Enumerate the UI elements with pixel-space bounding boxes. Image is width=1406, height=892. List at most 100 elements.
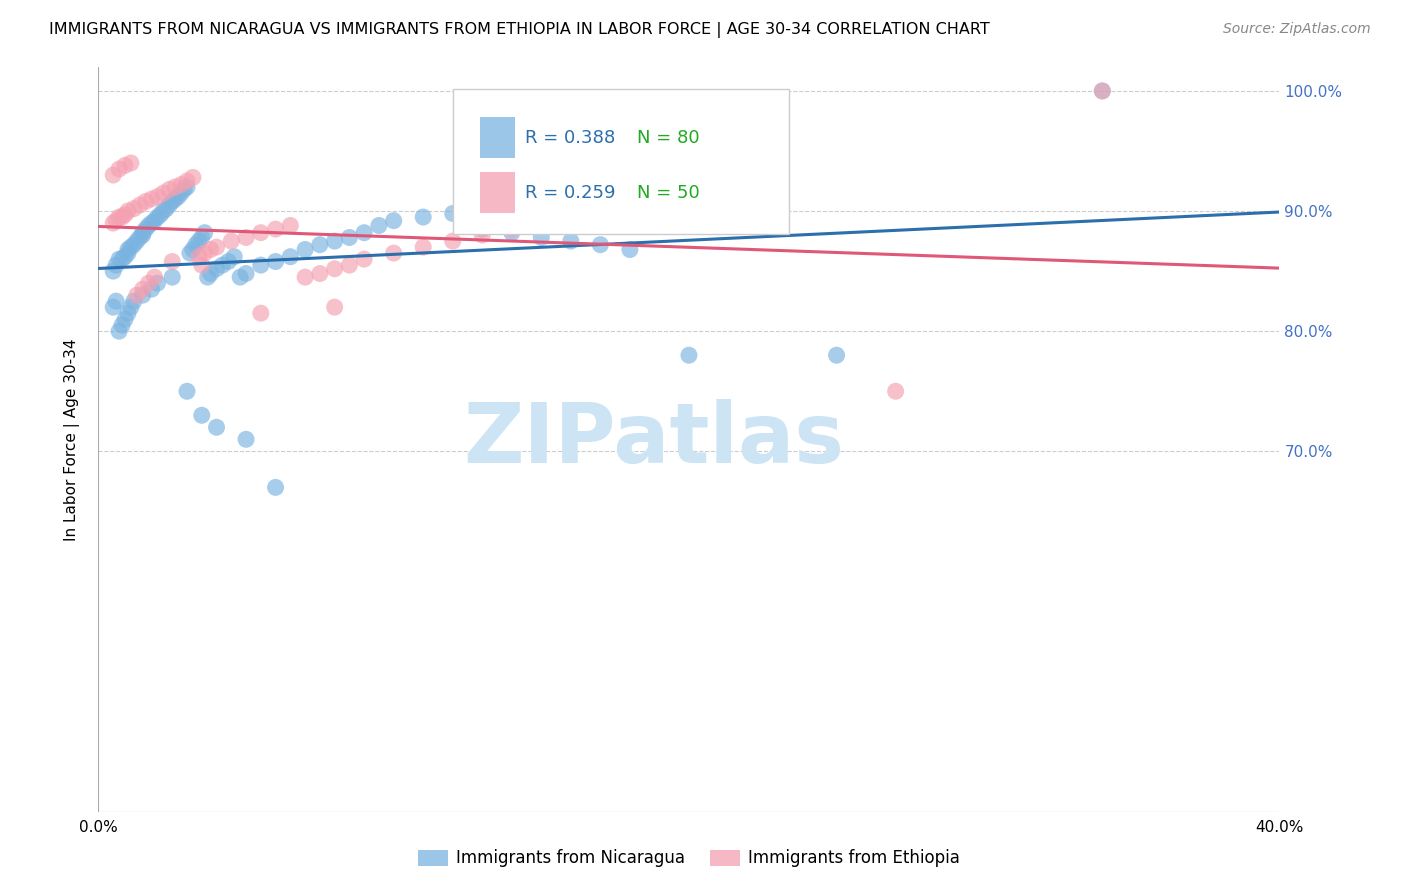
Point (114, 158, 136, 172)
Point (294, 270, 316, 285)
Point (141, 192, 163, 206)
Point (678, 348, 700, 362)
Point (471, 222, 494, 236)
Point (323, 234, 346, 248)
Point (103, 216, 125, 230)
Point (165, 192, 187, 206)
Point (501, 226, 523, 240)
Point (141, 216, 163, 230)
FancyBboxPatch shape (479, 172, 516, 212)
Point (323, 261, 346, 276)
Point (152, 204, 174, 219)
Point (181, 243, 204, 257)
Point (179, 246, 201, 260)
Point (120, 240, 142, 254)
Point (146, 276, 169, 290)
Point (412, 210, 434, 224)
Point (132, 282, 155, 296)
Point (323, 300, 346, 314)
Point (280, 219, 302, 233)
Point (176, 174, 198, 188)
Point (229, 270, 252, 285)
Point (235, 433, 257, 447)
FancyBboxPatch shape (453, 89, 789, 235)
Point (146, 189, 169, 203)
Point (205, 240, 228, 254)
Point (138, 276, 160, 290)
Point (108, 161, 131, 176)
Point (382, 213, 405, 227)
Point (114, 312, 136, 326)
Point (165, 180, 187, 194)
Point (105, 213, 128, 227)
Point (191, 409, 214, 423)
Point (117, 204, 139, 219)
Point (173, 182, 195, 196)
Point (205, 420, 228, 434)
Point (181, 170, 204, 185)
Point (339, 230, 361, 244)
Point (264, 222, 287, 236)
Point (103, 264, 125, 278)
Point (382, 246, 405, 260)
Point (884, 384, 907, 399)
Point (560, 234, 582, 248)
Point (176, 180, 198, 194)
Point (441, 234, 464, 248)
Point (235, 267, 257, 281)
Point (176, 384, 198, 399)
Point (191, 230, 214, 244)
Point (221, 234, 243, 248)
Point (114, 250, 136, 264)
Point (339, 258, 361, 272)
Text: IMMIGRANTS FROM NICARAGUA VS IMMIGRANTS FROM ETHIOPIA IN LABOR FORCE | AGE 30-34: IMMIGRANTS FROM NICARAGUA VS IMMIGRANTS … (49, 22, 990, 38)
Point (264, 254, 287, 268)
Point (135, 194, 157, 209)
Point (1091, 84, 1114, 98)
Point (111, 318, 134, 333)
Text: R = 0.259: R = 0.259 (524, 184, 616, 202)
Y-axis label: In Labor Force | Age 30-34: In Labor Force | Age 30-34 (63, 338, 80, 541)
Text: N = 80: N = 80 (637, 129, 700, 147)
Point (205, 261, 228, 276)
Point (441, 206, 464, 220)
Point (141, 282, 163, 296)
Point (162, 270, 183, 285)
Text: R = 0.388: R = 0.388 (524, 129, 614, 147)
Point (162, 194, 183, 209)
Point (122, 202, 145, 216)
Point (194, 226, 217, 240)
Point (589, 237, 612, 252)
Point (103, 168, 125, 182)
Point (217, 254, 239, 268)
Point (224, 250, 246, 264)
Point (250, 306, 273, 320)
Point (187, 250, 209, 264)
Point (111, 210, 134, 224)
Point (309, 237, 332, 252)
Point (146, 210, 169, 224)
Point (117, 306, 139, 320)
Point (138, 219, 160, 233)
Point (184, 237, 207, 252)
Point (122, 294, 145, 309)
Point (353, 226, 375, 240)
Point (309, 267, 332, 281)
Point (194, 246, 217, 260)
Point (132, 228, 155, 243)
Point (155, 202, 177, 216)
Point (200, 267, 222, 281)
Point (143, 270, 166, 285)
Point (117, 246, 139, 260)
Point (167, 189, 190, 203)
FancyBboxPatch shape (479, 117, 516, 158)
Point (157, 198, 180, 212)
Point (152, 186, 174, 200)
Point (353, 252, 375, 266)
Point (108, 324, 131, 338)
Point (122, 237, 145, 252)
Point (105, 258, 128, 272)
Point (197, 270, 219, 285)
Point (135, 222, 157, 236)
Point (108, 252, 131, 266)
